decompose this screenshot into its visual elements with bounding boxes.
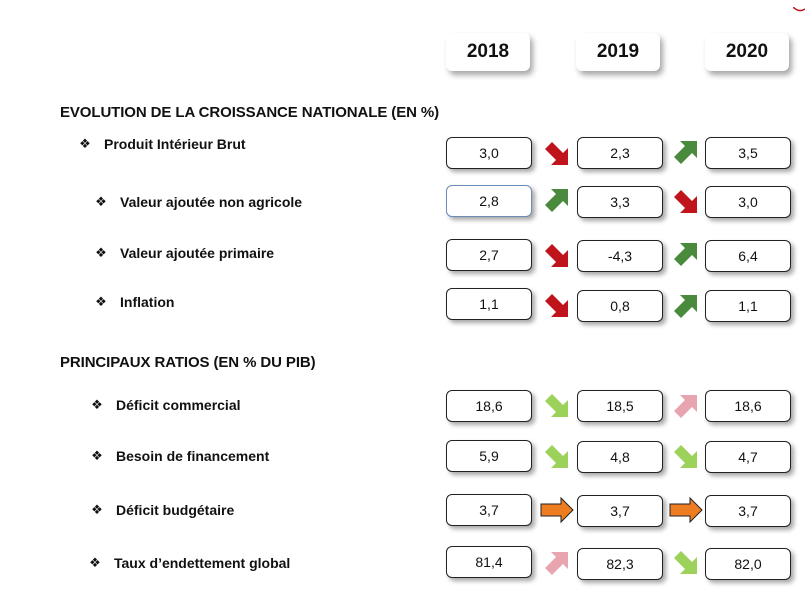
corner-mark	[792, 0, 805, 12]
row-label: ❖ Inflation	[94, 294, 174, 310]
arrow-down-right-icon	[670, 441, 702, 473]
arrow-right-icon	[668, 494, 704, 526]
arrow-down-right-icon	[541, 441, 573, 473]
row-label-text: Taux d’endettement global	[114, 555, 291, 571]
row-label-text: Valeur ajoutée primaire	[120, 245, 275, 261]
value-2019: 0,8	[577, 290, 663, 322]
value-2018: 81,4	[446, 546, 532, 578]
diamond-bullet-icon: ❖	[91, 448, 103, 463]
arrow-up-right-icon	[670, 390, 702, 422]
year-header-2018: 2018	[446, 33, 530, 71]
arrow-down-right-icon	[670, 547, 702, 579]
value-2020: 3,5	[705, 137, 791, 169]
arrow-up-right-icon	[541, 547, 573, 579]
arrow-right-icon	[539, 494, 575, 526]
diamond-bullet-icon: ❖	[95, 294, 107, 309]
value-2019: -4,3	[577, 240, 663, 272]
arrow-up-right-icon	[541, 184, 573, 216]
row-label-text: Inflation	[120, 294, 175, 310]
diamond-bullet-icon: ❖	[89, 555, 101, 570]
row-label: ❖ Produit Intérieur Brut	[78, 136, 246, 152]
value-2020: 3,0	[705, 186, 791, 218]
diamond-bullet-icon: ❖	[91, 397, 103, 412]
section-title-croissance: EVOLUTION DE LA CROISSANCE NATIONALE (EN…	[60, 104, 440, 121]
value-2019: 3,7	[577, 495, 663, 527]
value-2018: 2,7	[446, 239, 532, 271]
arrow-up-right-icon	[670, 136, 702, 168]
diamond-bullet-icon: ❖	[95, 245, 107, 260]
arrow-up-right-icon	[670, 238, 702, 270]
arrow-down-right-icon	[541, 390, 573, 422]
arrow-down-right-icon	[541, 290, 573, 322]
row-label: ❖ Déficit commercial	[90, 397, 241, 413]
value-2018: 3,7	[446, 494, 532, 526]
arrow-down-right-icon	[541, 138, 573, 170]
row-label: ❖ Déficit budgétaire	[90, 502, 234, 518]
value-2018: 3,0	[446, 137, 532, 169]
value-2020: 4,7	[705, 441, 791, 473]
year-header-2019: 2019	[576, 33, 660, 71]
row-label: ❖ Valeur ajoutée primaire	[94, 245, 274, 261]
row-label: ❖ Valeur ajoutée non agricole	[94, 194, 302, 210]
row-label-text: Produit Intérieur Brut	[104, 136, 246, 152]
value-2019: 3,3	[577, 186, 663, 218]
row-label-text: Déficit commercial	[116, 397, 241, 413]
section-title-ratios: PRINCIPAUX RATIOS (EN % DU PIB)	[60, 354, 316, 371]
arrow-down-right-icon	[541, 240, 573, 272]
diamond-bullet-icon: ❖	[79, 136, 91, 151]
row-label: ❖ Besoin de financement	[90, 448, 269, 464]
value-2018: 2,8	[446, 185, 532, 217]
value-2019: 82,3	[577, 548, 663, 580]
value-2020: 18,6	[705, 390, 791, 422]
value-2018: 5,9	[446, 440, 532, 472]
value-2018: 18,6	[446, 390, 532, 422]
value-2020: 82,0	[705, 548, 791, 580]
row-label-text: Valeur ajoutée non agricole	[120, 194, 303, 210]
value-2020: 1,1	[705, 290, 791, 322]
row-label-text: Besoin de financement	[116, 448, 270, 464]
diamond-bullet-icon: ❖	[91, 502, 103, 517]
diamond-bullet-icon: ❖	[95, 194, 107, 209]
arrow-down-right-icon	[670, 186, 702, 218]
arrow-up-right-icon	[670, 290, 702, 322]
value-2019: 18,5	[577, 390, 663, 422]
year-header-2020: 2020	[705, 33, 789, 71]
value-2019: 2,3	[577, 137, 663, 169]
row-label-text: Déficit budgétaire	[116, 502, 235, 518]
value-2019: 4,8	[577, 441, 663, 473]
value-2018: 1,1	[446, 288, 532, 320]
value-2020: 6,4	[705, 240, 791, 272]
value-2020: 3,7	[705, 495, 791, 527]
row-label: ❖ Taux d’endettement global	[88, 555, 290, 571]
